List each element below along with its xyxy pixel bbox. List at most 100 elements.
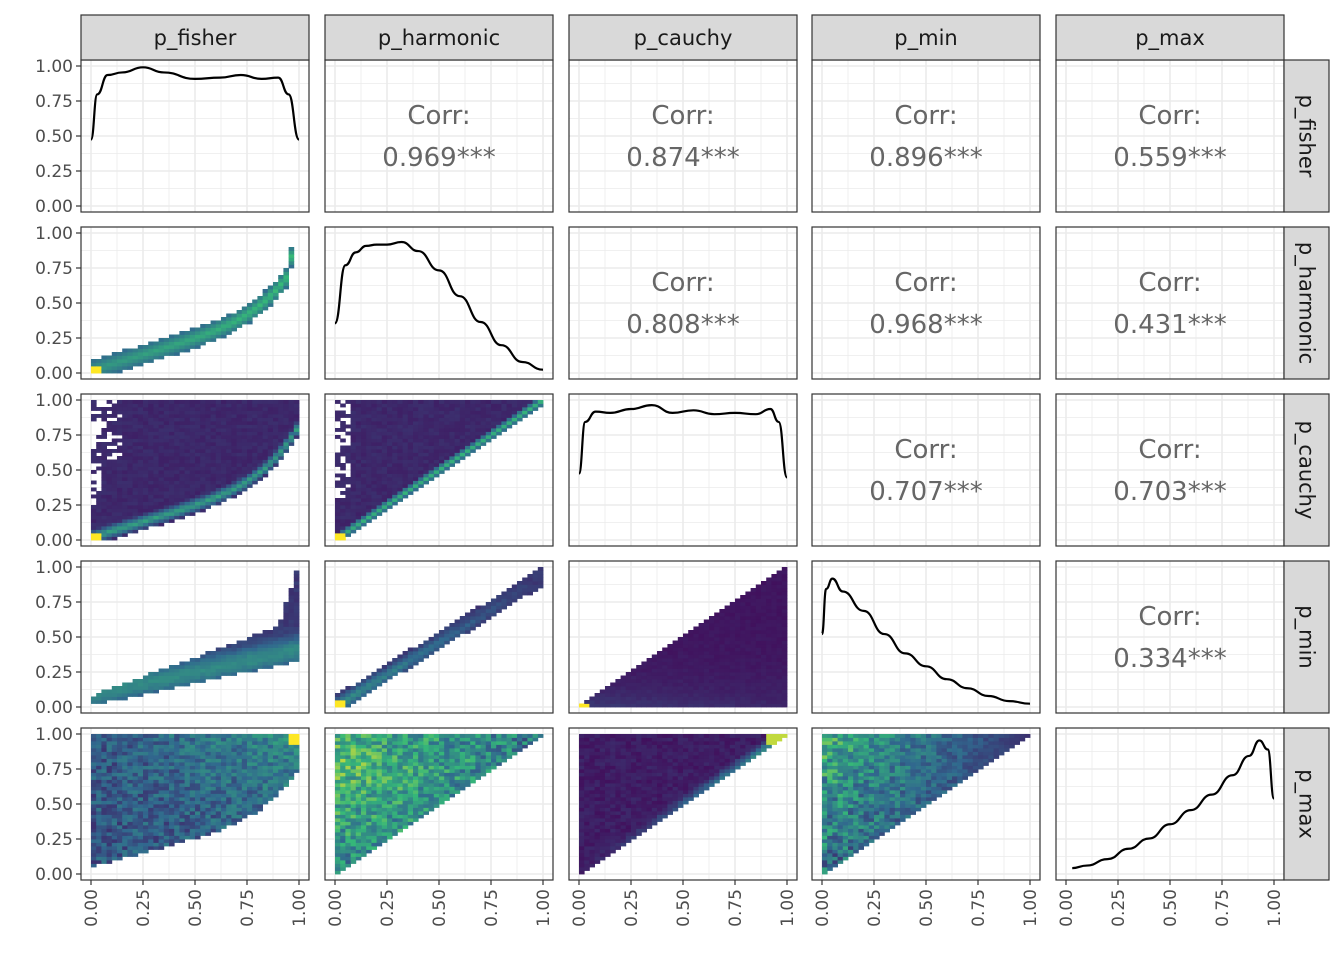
heatmap-cell: [205, 783, 211, 787]
heatmap-cell: [714, 665, 720, 669]
heatmap-cell: [413, 651, 419, 655]
heatmap-cell: [184, 470, 191, 474]
heatmap-cell: [195, 505, 201, 509]
heatmap-cell: [200, 477, 206, 481]
heatmap-cell: [288, 424, 295, 429]
heatmap-cell: [236, 480, 243, 485]
heatmap-cell: [117, 814, 123, 819]
heatmap-cell: [163, 682, 170, 687]
heatmap-cell: [210, 741, 217, 745]
heatmap-cell: [143, 477, 149, 481]
heatmap-cell: [179, 769, 185, 773]
heatmap-cell: [262, 403, 269, 408]
heatmap-cell: [620, 686, 627, 690]
heatmap-cell: [215, 786, 222, 791]
heatmap-cell: [91, 856, 97, 861]
heatmap-cell: [371, 417, 377, 422]
heatmap-cell: [91, 449, 97, 453]
heatmap-cell: [179, 334, 185, 339]
heatmap-cell: [153, 762, 159, 766]
heatmap-cell: [361, 452, 367, 457]
heatmap-cell: [236, 431, 243, 436]
heatmap-cell: [366, 494, 372, 499]
heatmap-cell: [210, 758, 217, 763]
heatmap-cell: [143, 807, 149, 812]
heatmap-cell: [355, 442, 362, 446]
heatmap-cell: [719, 679, 725, 683]
heatmap-cell: [366, 470, 372, 474]
heatmap-cell: [106, 428, 113, 432]
heatmap-cell: [735, 675, 741, 680]
correlation-label: Corr:: [1138, 101, 1201, 131]
heatmap-cell: [148, 505, 154, 509]
heatmap-cell: [350, 428, 357, 432]
heatmap-cell: [288, 261, 295, 265]
heatmap-cell: [724, 679, 731, 683]
heatmap-cell: [111, 421, 118, 425]
heatmap-cell: [392, 459, 398, 464]
heatmap-cell: [101, 369, 107, 374]
heatmap-cell: [413, 661, 419, 666]
heatmap-cell: [117, 480, 123, 485]
panel-p_cauchy-p_harmonic: [324, 393, 554, 547]
heatmap-cell: [335, 428, 341, 432]
heatmap-cell: [158, 814, 165, 819]
heatmap-cell: [96, 832, 102, 836]
heatmap-cell: [127, 477, 133, 481]
heatmap-cell: [750, 626, 757, 631]
heatmap-cell: [127, 797, 133, 801]
heatmap-cell: [257, 299, 263, 304]
heatmap-cell: [215, 654, 222, 659]
heatmap-cell: [153, 512, 159, 516]
heatmap-cell: [610, 689, 616, 694]
heatmap-cell: [470, 623, 476, 627]
heatmap-cell: [257, 445, 263, 450]
heatmap-cell: [766, 675, 772, 680]
heatmap-cell: [283, 438, 289, 443]
heatmap-cell: [735, 612, 741, 617]
heatmap-cell: [625, 703, 632, 708]
heatmap-cell: [657, 700, 663, 704]
heatmap-cell: [501, 410, 507, 415]
heatmap-cell: [137, 741, 144, 745]
heatmap-cell: [132, 686, 139, 690]
heatmap-cell: [91, 758, 97, 763]
heatmap-cell: [480, 414, 487, 418]
heatmap-cell: [143, 501, 149, 506]
heatmap-cell: [724, 623, 731, 627]
heatmap-cell: [428, 452, 435, 457]
heatmap-cell: [221, 647, 227, 652]
heatmap-cell: [278, 640, 284, 645]
heatmap-cell: [262, 400, 269, 404]
heatmap-cell: [143, 832, 149, 836]
heatmap-cell: [667, 686, 673, 690]
heatmap-cell: [205, 825, 211, 829]
heatmap-cell: [273, 647, 279, 652]
heatmap-cell: [361, 421, 367, 425]
heatmap-cell: [231, 470, 237, 474]
heatmap-cell: [350, 417, 357, 422]
heatmap-cell: [200, 424, 206, 429]
heatmap-cell: [273, 654, 279, 659]
heatmap-cell: [755, 665, 762, 669]
heatmap-cell: [433, 452, 440, 457]
heatmap-cell: [226, 473, 232, 478]
heatmap-cell: [127, 449, 133, 453]
heatmap-cell: [283, 445, 289, 450]
heatmap-cell: [496, 602, 502, 606]
heatmap-cell: [729, 703, 736, 708]
heatmap-cell: [158, 783, 165, 787]
heatmap-cell: [137, 428, 144, 432]
heatmap-cell: [215, 804, 222, 808]
heatmap-cell: [459, 431, 466, 436]
heatmap-cell: [252, 442, 258, 446]
heatmap-cell: [755, 700, 762, 704]
heatmap-cell: [189, 498, 196, 502]
heatmap-cell: [111, 737, 118, 742]
heatmap-cell: [163, 417, 170, 422]
heatmap-cell: [444, 400, 450, 404]
heatmap-cell: [350, 456, 357, 460]
heatmap-cell: [703, 665, 710, 669]
heatmap-cell: [719, 647, 725, 652]
heatmap-cell: [257, 637, 263, 641]
